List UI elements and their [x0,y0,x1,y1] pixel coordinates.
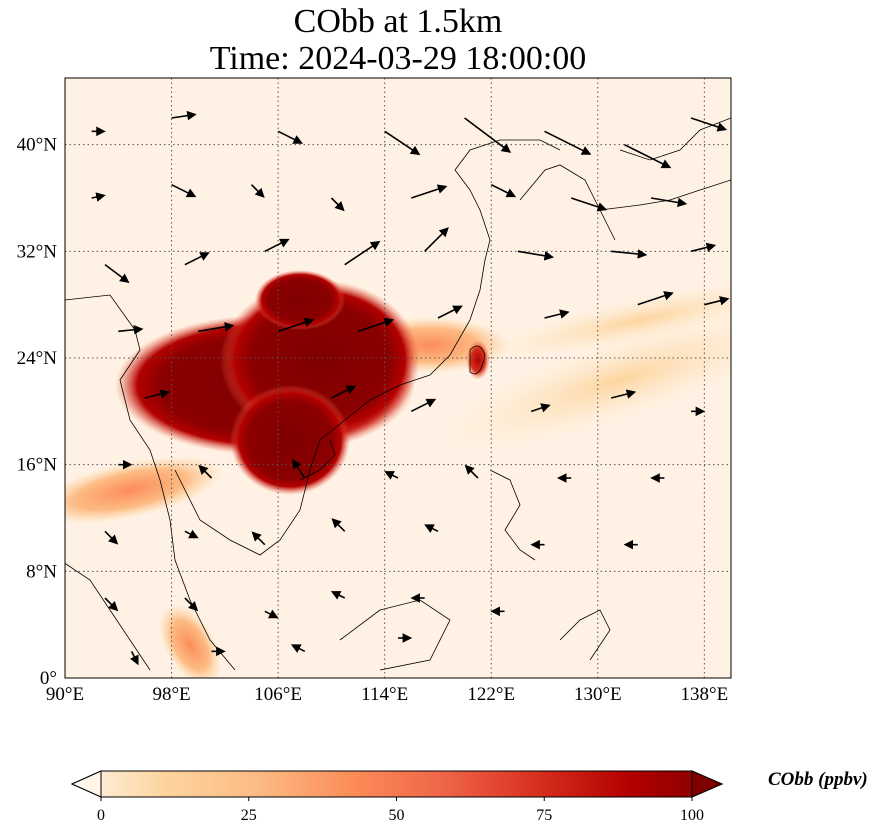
colorbar-ticks: 0 25 50 75 100 [97,797,704,824]
lon-tick-label: 106°E [254,684,302,705]
wind-arrow [184,252,210,266]
lat-tick-label: 16°N [17,455,58,476]
wind-arrow [530,403,551,413]
wind-arrow [544,309,570,319]
wind-arrow [424,524,439,533]
wind-arrow [624,143,672,169]
wind-arrow [118,324,144,335]
wind-arrow [171,110,197,121]
wind-arrow [91,192,106,202]
colorbar-bar [70,770,724,798]
colorbar-tick-label: 25 [241,807,257,824]
wind-arrow [690,242,717,253]
lat-tick-label: 0° [40,668,57,689]
wind-arrow [171,183,197,198]
wind-arrow [690,117,728,132]
wind-arrow [611,249,648,259]
longitude-axis: 90°E 98°E 106°E 114°E 122°E 130°E 138°E [46,684,728,705]
lat-tick-label: 32°N [17,241,58,262]
wind-arrow [184,597,199,612]
plume-core-south [230,385,350,495]
colorbar-label: CObb (ppbv) [768,769,868,790]
gridlines [65,78,731,678]
wind-arrow [104,597,119,612]
wind-arrow [277,130,303,144]
wind-arrow [344,240,381,266]
wind-arrow [144,389,171,399]
wind-arrow [251,531,266,546]
wind-arrow [330,591,346,600]
lon-tick-label: 98°E [152,684,190,705]
wind-arrow [637,291,674,306]
wind-arrow [650,197,688,208]
wind-arrow [411,184,448,199]
wind-arrow [331,385,357,399]
map-title-line1: CObb at 1.5km [293,3,503,40]
wind-arrow [384,471,399,480]
east-outflow-band [438,310,731,450]
plume-core-north [255,270,345,330]
colorbar-tick-label: 75 [536,807,552,824]
northeast-outflow-band [483,280,731,360]
lon-tick-label: 90°E [46,684,84,705]
lon-tick-label: 114°E [361,684,408,705]
wind-arrow [704,296,730,306]
wind-arrow [104,530,119,545]
wind-arrow [198,322,235,333]
colorbar-tick-label: 50 [389,807,405,824]
wind-arrow [291,458,306,479]
wind-arrow [410,398,437,413]
malay-peninsula-trace [158,604,222,678]
lat-tick-label: 40°N [17,135,58,156]
wind-arrow [424,227,449,252]
wind-arrow [330,197,345,212]
wind-arrow [570,197,608,212]
wind-arrow [290,644,306,653]
wind-arrow [490,183,517,198]
lon-tick-label: 122°E [467,684,515,705]
wind-arrow [104,264,130,284]
map-frame [64,77,732,679]
wind-arrow [184,529,199,539]
map-panel [65,78,731,678]
taiwan-spot [466,340,490,380]
lat-tick-label: 8°N [26,561,57,582]
latitude-axis: 0° 8°N 16°N 24°N 32°N 40°N [17,135,58,689]
coastlines [65,117,731,671]
wind-arrow [250,184,265,198]
wind-arrow [610,389,637,399]
colorbar-min-extend [70,770,102,798]
wind-arrow [544,130,592,155]
wind-arrow [517,250,555,261]
colorbar-max-extend [691,770,724,798]
wind-arrow [384,130,421,156]
wind-arrow [198,464,213,479]
wind-arrow [437,305,463,319]
wind-arrow [264,238,290,253]
lat-tick-label: 24°N [17,348,58,369]
wind-arrow [357,317,395,333]
wind-arrow [464,464,479,479]
wind-arrow [464,117,512,153]
wind-arrow [264,609,279,619]
wind-arrow [129,650,139,666]
colorbar-tick-label: 100 [680,807,704,824]
map-title-line2: Time: 2024-03-29 18:00:00 [209,40,587,77]
colorbar: 0 25 50 75 100 [70,770,724,824]
wind-arrow [277,317,315,333]
colorbar-tick-label: 0 [97,807,105,824]
lon-tick-label: 138°E [681,684,729,705]
lon-tick-label: 130°E [574,684,622,705]
wind-arrow [331,518,346,532]
wind-vectors [91,110,730,666]
